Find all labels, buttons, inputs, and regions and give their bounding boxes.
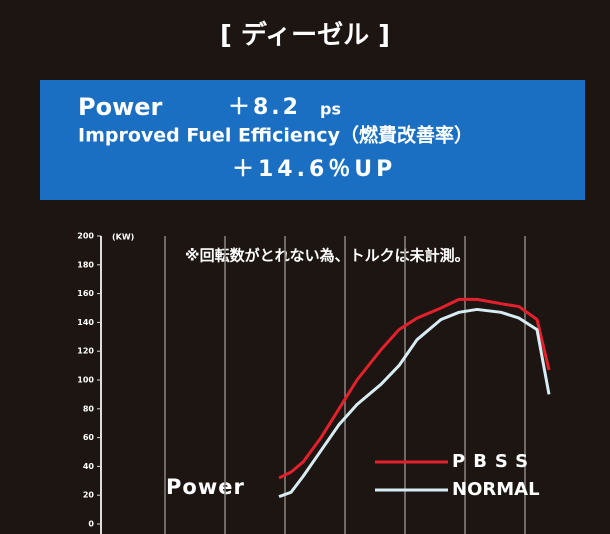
y-tick-label: 80	[83, 404, 95, 413]
y-tick-label: 20	[83, 491, 95, 500]
note: ※回転数がとれない為、トルクは未計測。	[185, 247, 470, 265]
power-unit: ps	[320, 100, 341, 119]
power-annotation: Power	[166, 475, 245, 499]
y-tick-label: 60	[83, 433, 95, 442]
y-tick-label: 100	[77, 376, 94, 385]
power-value: ＋8.2	[228, 95, 301, 120]
legend-label: NORMAL	[452, 479, 540, 500]
y-tick-label: 200	[77, 232, 94, 241]
banner	[40, 80, 585, 200]
y-tick-label: 160	[77, 289, 94, 298]
y-tick-label: 180	[77, 260, 94, 269]
power-label: Power	[78, 93, 163, 121]
y-axis-label: (KW)	[112, 233, 134, 242]
y-tick-label: 0	[88, 520, 94, 529]
y-tick-label: 40	[83, 462, 95, 471]
legend-label: PBSS	[452, 451, 536, 472]
y-tick-label: 120	[77, 347, 94, 356]
series-line	[278, 297, 551, 480]
efficiency-label: Improved Fuel Efficiency（燃費改善率）	[78, 124, 473, 147]
efficiency-value: ＋14.6％UP	[232, 157, 396, 182]
series-line	[278, 307, 551, 499]
title: [ ディーゼル ]	[220, 20, 390, 51]
y-tick-label: 140	[77, 318, 94, 327]
